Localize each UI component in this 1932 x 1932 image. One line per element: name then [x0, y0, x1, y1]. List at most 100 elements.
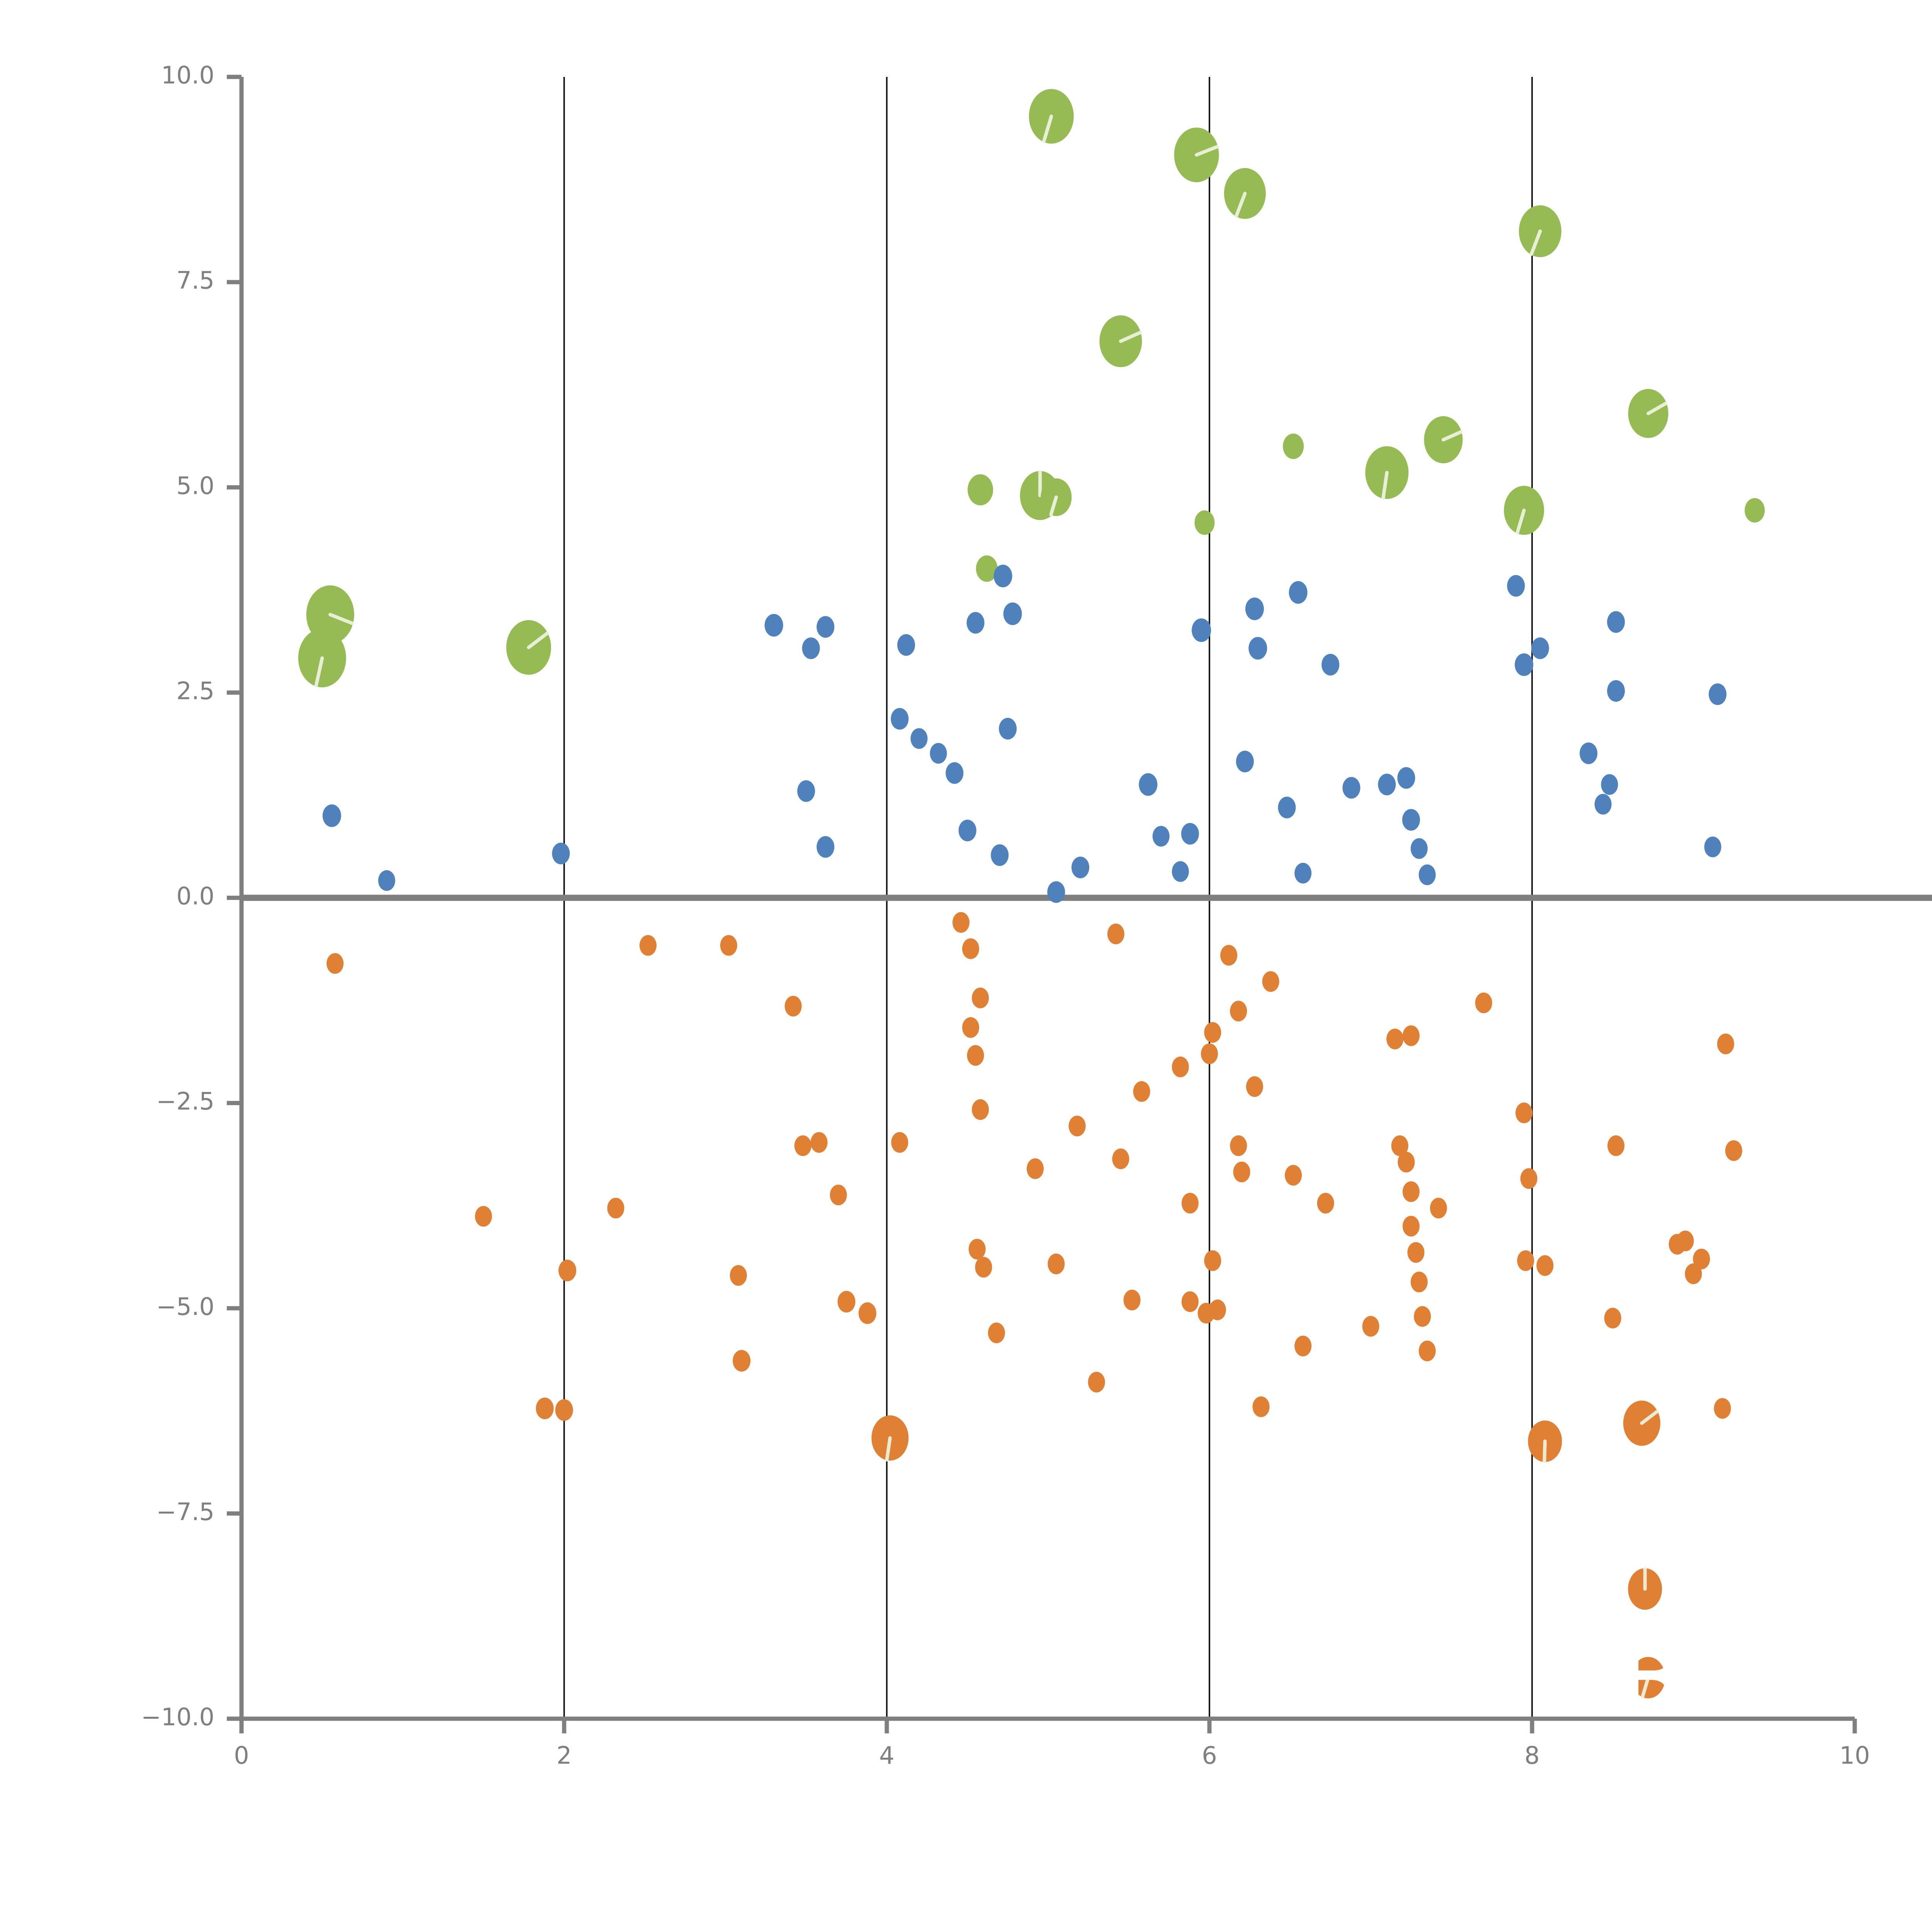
data-point[interactable] — [1714, 1398, 1731, 1419]
marker-bubble[interactable] — [794, 1135, 811, 1156]
data-point[interactable] — [327, 953, 344, 974]
marker-bubble[interactable] — [999, 718, 1017, 740]
marker-bubble[interactable] — [810, 1132, 828, 1153]
marker-bubble[interactable] — [1112, 1148, 1129, 1169]
data-point[interactable] — [968, 1238, 986, 1260]
marker-bubble[interactable] — [1048, 1253, 1065, 1274]
data-point[interactable] — [1693, 1248, 1710, 1270]
marker-bubble[interactable] — [1133, 1081, 1150, 1102]
data-point[interactable] — [858, 1302, 876, 1324]
data-point[interactable] — [972, 1099, 989, 1120]
data-point[interactable] — [784, 996, 802, 1017]
marker-bubble[interactable] — [1607, 611, 1625, 633]
marker-bubble[interactable] — [891, 708, 909, 730]
data-point[interactable] — [607, 1197, 624, 1219]
marker-bubble[interactable] — [1391, 1135, 1408, 1156]
marker-bubble[interactable] — [552, 842, 570, 864]
data-point[interactable] — [1580, 742, 1598, 764]
data-point[interactable] — [1424, 416, 1463, 464]
data-point[interactable] — [897, 634, 915, 656]
data-point[interactable] — [1418, 1340, 1436, 1362]
data-point[interactable] — [871, 1415, 909, 1462]
data-point[interactable] — [802, 637, 820, 659]
data-point[interactable] — [967, 1045, 984, 1066]
data-point[interactable] — [810, 1132, 828, 1153]
data-point[interactable] — [1048, 1253, 1065, 1274]
marker-bubble[interactable] — [1172, 1056, 1189, 1077]
data-point[interactable] — [1709, 683, 1727, 705]
marker-bubble[interactable] — [967, 1045, 984, 1066]
marker-bubble[interactable] — [1088, 1372, 1105, 1393]
data-point[interactable] — [1204, 1250, 1221, 1271]
marker-bubble[interactable] — [891, 1132, 908, 1153]
marker-bubble[interactable] — [910, 728, 928, 749]
marker-bubble[interactable] — [1714, 1398, 1731, 1419]
data-point[interactable] — [993, 565, 1012, 587]
data-point[interactable] — [1414, 1306, 1431, 1327]
data-point[interactable] — [1410, 838, 1428, 859]
marker-bubble[interactable] — [1414, 1306, 1431, 1327]
data-point[interactable] — [1174, 128, 1219, 182]
data-point[interactable] — [1317, 1192, 1334, 1214]
marker-bubble[interactable] — [1321, 654, 1340, 676]
data-point[interactable] — [555, 1399, 573, 1421]
data-point[interactable] — [1262, 971, 1279, 992]
data-point[interactable] — [988, 1322, 1005, 1344]
marker-bubble[interactable] — [730, 1265, 747, 1286]
marker-bubble[interactable] — [1047, 881, 1065, 903]
data-point[interactable] — [952, 912, 970, 933]
marker-bubble[interactable] — [1604, 1308, 1621, 1329]
marker-bubble[interactable] — [1204, 1022, 1221, 1043]
marker-bubble[interactable] — [327, 953, 344, 974]
data-point[interactable] — [1224, 168, 1266, 219]
marker-bubble[interactable] — [975, 1257, 992, 1278]
data-point[interactable] — [1717, 1033, 1734, 1054]
data-point[interactable] — [1725, 1140, 1742, 1161]
data-point[interactable] — [1133, 1081, 1150, 1102]
data-point[interactable] — [1172, 861, 1189, 882]
marker-bubble[interactable] — [1378, 774, 1396, 796]
data-point[interactable] — [298, 629, 346, 688]
data-point[interactable] — [1528, 1420, 1562, 1463]
marker-bubble[interactable] — [1192, 618, 1211, 642]
data-point[interactable] — [1172, 1056, 1189, 1077]
marker-bubble[interactable] — [837, 1291, 855, 1313]
marker-bubble[interactable] — [958, 820, 976, 842]
data-point[interactable] — [1607, 680, 1625, 702]
marker-bubble[interactable] — [946, 762, 964, 784]
data-point[interactable] — [1139, 773, 1158, 796]
data-point[interactable] — [378, 870, 395, 891]
data-point[interactable] — [830, 1184, 847, 1206]
marker-bubble[interactable] — [930, 743, 947, 764]
marker-bubble[interactable] — [1517, 1250, 1534, 1271]
marker-bubble[interactable] — [1152, 826, 1170, 847]
data-point[interactable] — [1362, 1316, 1379, 1337]
marker-bubble[interactable] — [1685, 1263, 1702, 1284]
data-point[interactable] — [1402, 1216, 1420, 1237]
data-point[interactable] — [536, 1397, 554, 1419]
data-point[interactable] — [1230, 1000, 1247, 1022]
marker-bubble[interactable] — [1531, 637, 1549, 659]
marker-bubble[interactable] — [1027, 1158, 1044, 1179]
data-point[interactable] — [1607, 611, 1625, 633]
marker-bubble[interactable] — [972, 987, 989, 1009]
data-point[interactable] — [1531, 637, 1549, 659]
data-point[interactable] — [1504, 486, 1544, 535]
marker-bubble[interactable] — [1289, 581, 1308, 604]
data-point[interactable] — [1515, 653, 1534, 676]
marker-bubble[interactable] — [555, 1399, 573, 1421]
data-point[interactable] — [972, 987, 989, 1009]
data-point[interactable] — [1628, 1567, 1662, 1610]
marker-bubble[interactable] — [1317, 1192, 1334, 1214]
marker-bubble[interactable] — [1245, 597, 1264, 620]
data-point[interactable] — [1475, 992, 1492, 1014]
data-point[interactable] — [1402, 1181, 1420, 1202]
data-point[interactable] — [1398, 1151, 1415, 1173]
marker-bubble[interactable] — [1402, 1025, 1420, 1046]
data-point[interactable] — [1607, 1135, 1625, 1156]
marker-bubble[interactable] — [1236, 750, 1254, 772]
data-point[interactable] — [1704, 836, 1721, 857]
marker-bubble[interactable] — [475, 1206, 492, 1227]
marker-bubble[interactable] — [536, 1397, 554, 1419]
data-point[interactable] — [1204, 1022, 1221, 1043]
